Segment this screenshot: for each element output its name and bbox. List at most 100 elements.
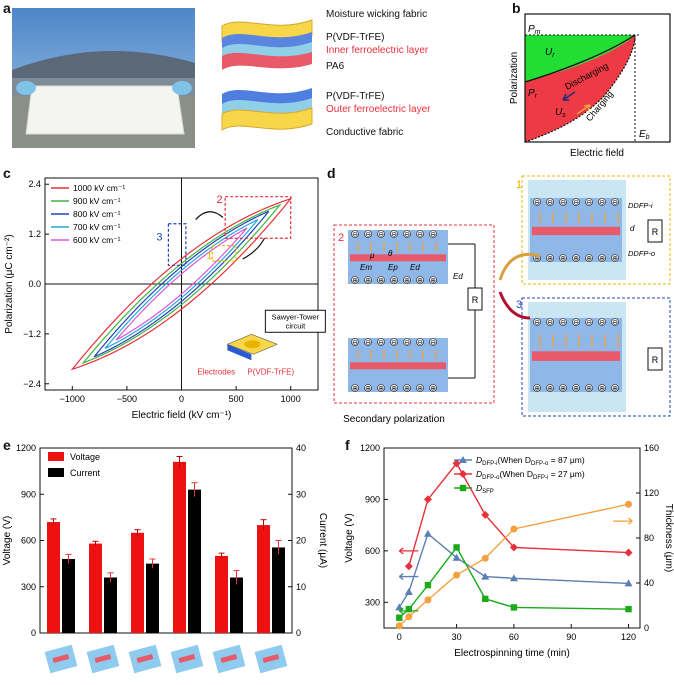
marker-square: [396, 614, 403, 621]
x-tick-label: 30: [452, 632, 462, 642]
marker-diamond: [404, 562, 413, 571]
inset-material-label: P(VDF-TrFE): [247, 367, 294, 376]
voltage-bar: [215, 555, 228, 633]
charge-sign: ⊖: [365, 232, 371, 239]
panel-label-a: a: [3, 0, 11, 16]
marker-diamond: [459, 470, 467, 478]
film-inner-layer: [532, 226, 620, 236]
charge-sign: ⊕: [417, 386, 423, 393]
y-tick-label: 900: [21, 489, 36, 499]
charge-minus: [377, 230, 385, 238]
charge-sign: ⊖: [391, 232, 397, 239]
charge-sign: ⊖: [352, 232, 358, 239]
charge-sign: ⊖: [599, 200, 605, 207]
pe-loop-800: [93, 210, 270, 358]
y-tick-label: −2.4: [23, 379, 41, 389]
series-line: [408, 462, 629, 567]
y-tick-label: −1.2: [23, 329, 41, 339]
charge-sign: ⊕: [612, 386, 618, 393]
charge-sign: ⊖: [560, 320, 566, 327]
inset-side: [227, 344, 252, 361]
ep-label: Ep: [388, 263, 398, 272]
layer-inner: Inner ferroelectric layer: [326, 45, 429, 56]
y-tick-label: 1.2: [28, 229, 41, 239]
box-2-label: 2: [216, 194, 222, 206]
charge-sign: ⊕: [612, 256, 618, 263]
mu-label: μ: [369, 251, 375, 260]
layer-labels-top: Moisture wicking fabric P(VDF-TrFE) Inne…: [326, 8, 428, 73]
charge-sign: ⊕: [378, 278, 384, 285]
charge-minus: [598, 198, 606, 206]
charge-sign: ⊕: [547, 256, 553, 263]
d-label: d: [630, 224, 635, 233]
charge-minus: [611, 318, 619, 326]
charge-sign: ⊖: [534, 200, 540, 207]
pm-label: Pm: [528, 24, 541, 36]
legend-label: Voltage: [70, 452, 100, 462]
film-2-bottom: ⊖ ⊕ ⊖ ⊕ ⊖ ⊕ ⊖ ⊕ ⊖ ⊕ ⊖ ⊕ ⊖ ⊕: [348, 338, 448, 393]
layer-moisture: Moisture wicking fabric: [326, 9, 428, 20]
marker-triangle: [481, 572, 490, 580]
charge-sign: ⊕: [547, 386, 553, 393]
x-tick-label: 0: [179, 394, 184, 404]
film-1: ⊖ ⊕ ⊖ ⊕ ⊖ ⊕ ⊖ ⊕ ⊖ ⊕ ⊖ ⊕ ⊖ ⊕: [530, 198, 622, 263]
panel-label-f: f: [345, 437, 350, 453]
charge-minus: [611, 198, 619, 206]
charge-minus: [533, 318, 541, 326]
charge-sign: ⊖: [573, 200, 579, 207]
box-2-number: 2: [338, 232, 344, 244]
box-2-frame: [333, 224, 495, 404]
film-inner-layer: [350, 362, 446, 370]
theta-label: θ: [388, 249, 393, 258]
layer-stack-illustration: [221, 19, 313, 131]
charge-plus: [351, 384, 359, 392]
b-ylabel: Polarization: [509, 52, 520, 104]
marker-diamond: [624, 548, 633, 557]
y-tick-label: 600: [21, 536, 36, 546]
y-tick-label: 300: [365, 597, 380, 607]
charge-sign: ⊖: [547, 320, 553, 327]
legend-label: 1000 kV cm⁻¹: [73, 183, 125, 193]
charge-plus: [585, 384, 593, 392]
y-tick-label: 600: [365, 546, 380, 556]
marker-square: [405, 605, 413, 613]
marker-triangle: [624, 579, 633, 587]
charge-minus: [572, 318, 580, 326]
c-ylabel: Polarization (μC cm⁻²): [4, 234, 15, 333]
ur-label: Ur: [545, 47, 555, 59]
charge-minus: [546, 198, 554, 206]
marker-triangle: [452, 553, 461, 561]
layer-conductive: Conductive fabric: [326, 127, 404, 138]
legend-label: Current: [70, 468, 101, 478]
resistor-label: R: [472, 295, 479, 305]
charge-minus: [390, 230, 398, 238]
charge-sign: ⊕: [430, 386, 436, 393]
charge-plus: [364, 276, 372, 284]
y-tick-label: 1200: [16, 443, 36, 453]
pe-loop-600: [115, 227, 248, 341]
marker-circle: [625, 500, 633, 508]
marker-diamond: [509, 543, 518, 552]
charge-plus: [533, 384, 541, 392]
polarization-mechanism-diagram: 2 ⊖ ⊕ ⊖ ⊕ ⊖ ⊕ ⊖ ⊕ ⊖ ⊕ ⊖ ⊕ ⊖ ⊕ ⊖ ⊕ ⊖ ⊕ ⊖ ⊕ ⊖ ⊕ ⊖ ⊕ ⊖ ⊕ ⊖ ⊕ Rμ Em Ep Ed θ Ed…: [333, 175, 671, 425]
series-Thickness: [395, 500, 633, 630]
resistor-1: [647, 219, 663, 243]
y-tick-label: 2.4: [28, 179, 41, 189]
pe-loop-900: [81, 203, 282, 365]
x-tick-label: 1000: [281, 394, 301, 404]
marker-square: [453, 544, 460, 551]
legend-label: 900 kV cm⁻¹: [73, 196, 121, 206]
charge-plus: [403, 384, 411, 392]
charge-plus: [559, 384, 567, 392]
pe-loop-700: [104, 219, 259, 349]
charge-plus: [351, 276, 359, 284]
charge-minus: [546, 318, 554, 326]
voltage-bar: [89, 543, 102, 633]
cycle-arrow-top: [498, 253, 541, 281]
cycle-arrow-bottom: [498, 291, 531, 320]
marker-triangle: [404, 588, 413, 595]
current-bar: [272, 547, 285, 633]
charge-sign: ⊕: [586, 386, 592, 393]
legend-swatch: [48, 468, 64, 477]
charge-sign: ⊕: [365, 278, 371, 285]
